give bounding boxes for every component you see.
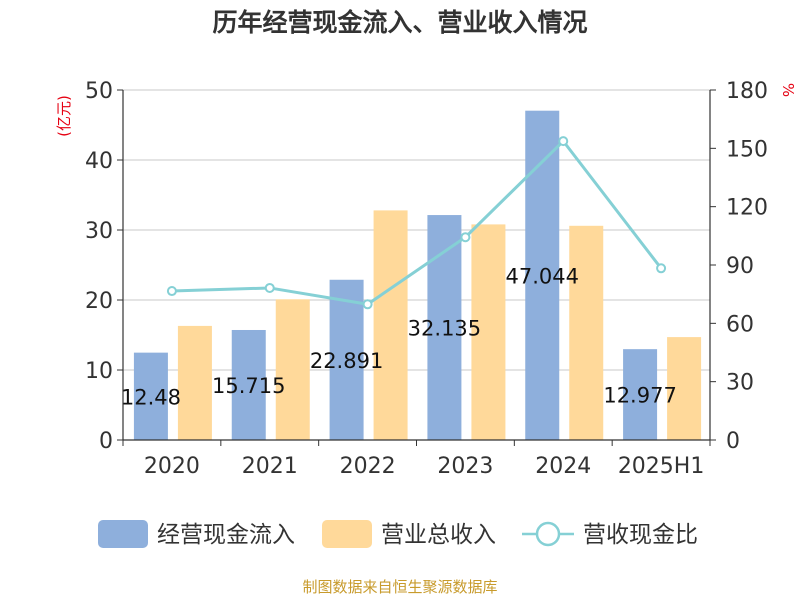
ratio-point	[558, 136, 569, 147]
cash-inflow-data-label: 12.48	[121, 385, 181, 409]
legend-label-ratio: 营收现金比	[583, 522, 698, 548]
x-axis-category-label: 2023	[437, 454, 493, 479]
left-axis-unit: (亿元)	[55, 95, 73, 137]
revenue-bar	[569, 225, 604, 440]
cash-inflow-bar	[329, 279, 364, 440]
x-axis-category-label: 2025H1	[618, 454, 705, 479]
right-axis-tick-label: 180	[726, 79, 768, 104]
cash-inflow-bar	[133, 352, 168, 440]
legend-label-cash-inflow: 经营现金流入	[157, 522, 295, 548]
revenue-bar	[471, 224, 506, 440]
right-axis-tick-label: 120	[726, 196, 768, 221]
x-axis-category-label: 2020	[144, 454, 200, 479]
ratio-point	[166, 286, 177, 297]
revenue-bar	[373, 210, 408, 440]
x-axis-category-label: 2022	[340, 454, 396, 479]
x-axis-category-label: 2024	[535, 454, 591, 479]
axes: 0 10 20 30 40 50 0 30 60 90 120 150 180 2020 2021 2022 2…	[85, 79, 768, 479]
cash-inflow-bar	[231, 329, 266, 440]
cash-inflow-data-label: 12.977	[603, 384, 676, 408]
right-axis-tick-label: 30	[726, 371, 754, 396]
cash-inflow-data-label: 32.135	[408, 317, 481, 341]
left-axis-tick-label: 20	[85, 289, 113, 314]
cash-inflow-data-label: 15.715	[212, 374, 285, 398]
cash-inflow-bar	[623, 349, 658, 440]
x-axis-category-label: 2021	[242, 454, 298, 479]
bars	[133, 110, 702, 440]
legend: 经营现金流入 营业总收入 营收现金比	[98, 520, 698, 548]
revenue-bar	[275, 299, 310, 440]
right-axis-unit: %	[779, 83, 797, 97]
legend-swatch-cash-inflow	[98, 520, 148, 548]
right-axis-tick-label: 0	[726, 429, 740, 454]
left-axis-tick-label: 30	[85, 219, 113, 244]
revenue-bar	[177, 325, 212, 440]
ratio-line	[171, 138, 663, 306]
ratio-point	[362, 299, 373, 310]
cash-inflow-data-label: 47.044	[506, 264, 579, 288]
cash-inflow-bar	[525, 110, 560, 440]
right-axis-tick-label: 90	[726, 254, 754, 279]
left-axis-tick-label: 50	[85, 79, 113, 104]
left-axis-tick-label: 0	[99, 429, 113, 454]
ratio-point	[264, 282, 275, 293]
right-axis-tick-label: 60	[726, 312, 754, 337]
data-source-note: 制图数据来自恒生聚源数据库	[302, 578, 497, 596]
ratio-point	[460, 232, 471, 243]
grid-lines	[123, 89, 710, 371]
cash-inflow-data-label: 22.891	[310, 349, 383, 373]
legend-swatch-revenue	[322, 520, 372, 548]
data-labels: 12.48 15.715 22.891 32.135 47.044 12.977	[121, 264, 677, 409]
ratio-point	[656, 263, 667, 274]
chart-title: 历年经营现金流入、营业收入情况	[212, 8, 587, 37]
left-axis-tick-label: 10	[85, 359, 113, 384]
legend-label-revenue: 营业总收入	[381, 522, 496, 548]
revenue-bar	[667, 337, 702, 440]
legend-swatch-ratio-marker	[535, 521, 561, 547]
ratio-line-series	[166, 136, 667, 310]
left-axis-tick-label: 40	[85, 149, 113, 174]
right-axis-tick-label: 150	[726, 137, 768, 162]
